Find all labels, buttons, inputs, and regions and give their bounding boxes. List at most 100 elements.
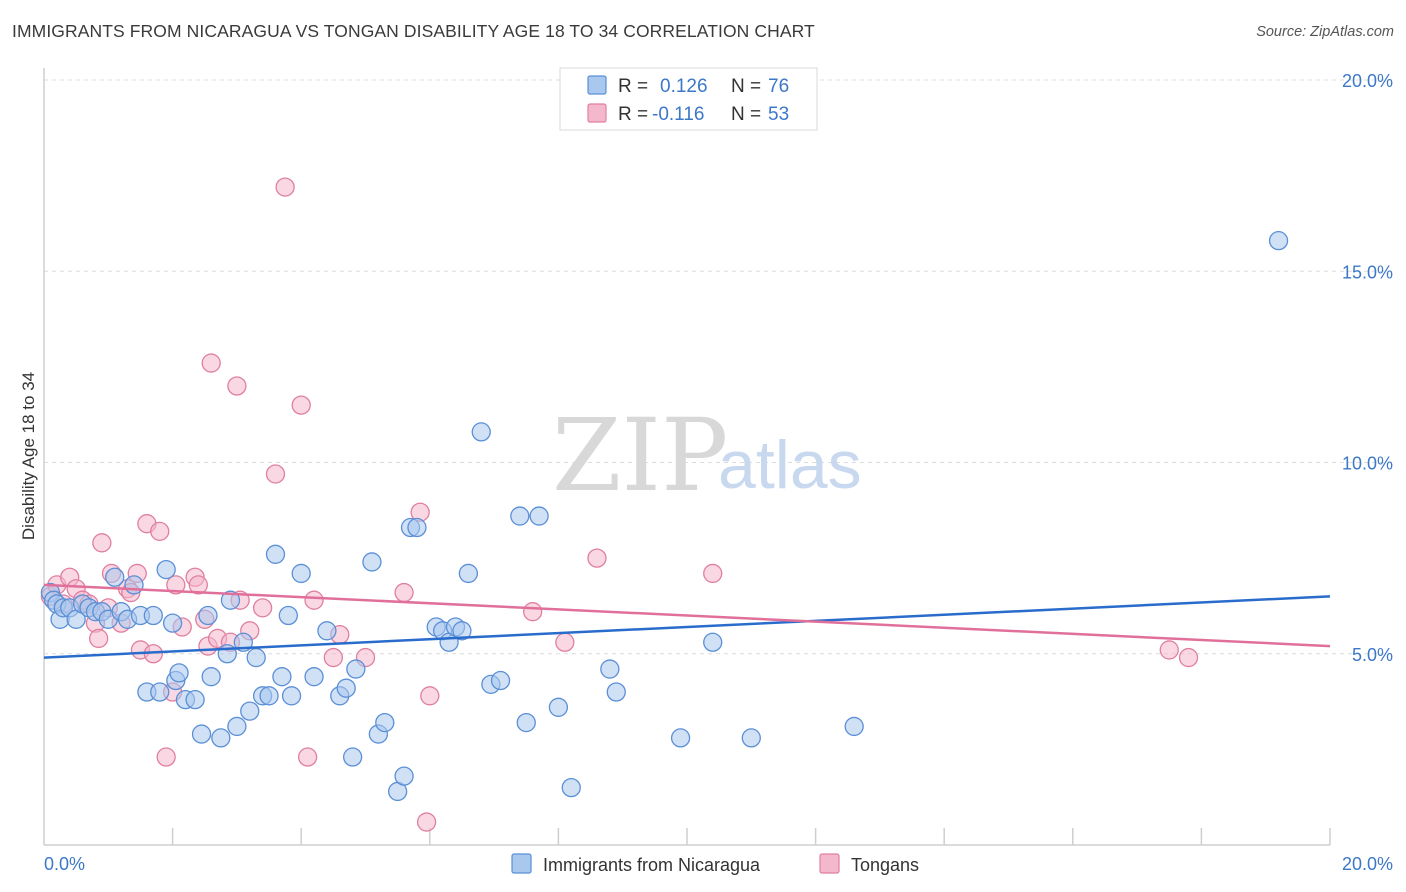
legend-n-label: N = (731, 104, 761, 125)
nicaragua-point (291, 563, 311, 584)
tongan-point (555, 632, 575, 652)
nicaragua-point (471, 422, 491, 442)
nicaragua-point (600, 659, 620, 679)
tongan-point (275, 177, 295, 197)
nicaragua-point (490, 670, 511, 691)
chart-title: IMMIGRANTS FROM NICARAGUA VS TONGAN DISA… (12, 21, 815, 41)
legend-r-value: -0.116 (652, 104, 704, 125)
nicaragua-point (304, 667, 324, 687)
tongan-point (201, 353, 221, 373)
tongan-point (420, 686, 440, 706)
x-ticks (171, 828, 1331, 845)
tongan-point (323, 647, 344, 668)
nicaragua-point (259, 686, 279, 706)
nicaragua-point (105, 567, 125, 587)
watermark-zip: ZIP (552, 397, 728, 514)
x-tick-label: 20.0% (1342, 854, 1393, 874)
nicaragua-point (510, 506, 530, 526)
watermark-atlas: atlas (718, 427, 862, 503)
x-tick-labels: 0.0% 20.0% (44, 854, 1393, 874)
tongan-point (92, 533, 112, 553)
nicaragua-point (362, 552, 382, 572)
nicaragua-point (452, 621, 472, 641)
legend-swatch-tongans (587, 103, 607, 123)
y-tick-label: 20.0% (1342, 71, 1393, 91)
nicaragua-point (169, 663, 189, 683)
nicaragua-point (278, 605, 298, 626)
nicaragua-point (317, 621, 337, 641)
trend-lines (43, 583, 1331, 659)
y-tick-label: 10.0% (1342, 454, 1393, 474)
nicaragua-point (143, 605, 163, 626)
nicaragua-point (516, 712, 536, 733)
nicaragua-point (162, 613, 183, 633)
nicaragua-point (1268, 230, 1289, 251)
nicaragua-point (844, 716, 864, 737)
legend: R = 0.126 N = 76 R = -0.116 N = 53 (559, 67, 818, 131)
tongan-point (304, 590, 324, 610)
source-label: Source: ZipAtlas.com (1256, 24, 1394, 40)
nicaragua-point (191, 724, 212, 744)
nicaragua-point (346, 659, 366, 679)
tongan-point (587, 548, 607, 568)
nicaragua-point (703, 632, 723, 652)
tongan-point (291, 395, 311, 415)
nicaragua-point (548, 697, 569, 717)
legend-n-value: 53 (768, 104, 789, 125)
legend-n-label: N = (731, 76, 761, 97)
tongan-point (227, 376, 247, 396)
nicaragua-point (156, 559, 176, 580)
bottom-legend: Immigrants from Nicaragua Tongans (511, 853, 919, 875)
bottom-legend-swatch-nicaragua (511, 853, 532, 874)
nicaragua-point (150, 682, 170, 702)
y-tick-label: 15.0% (1342, 262, 1393, 282)
nicaragua-point (281, 686, 302, 706)
bottom-legend-label-nicaragua: Immigrants from Nicaragua (543, 855, 761, 875)
nicaragua-point (458, 563, 479, 584)
tongan-point (188, 575, 208, 595)
series-nicaragua-points (40, 230, 1289, 802)
nicaragua-point (185, 690, 205, 710)
nicaragua-point (198, 605, 218, 626)
nicaragua-point (407, 517, 427, 538)
legend-r-label: R = (618, 104, 648, 125)
nicaragua-point (336, 678, 356, 698)
nicaragua-point (201, 667, 221, 687)
x-tick-label: 0.0% (44, 854, 85, 874)
nicaragua-point (272, 667, 292, 687)
tongan-point (252, 598, 273, 618)
tongan-point (156, 747, 176, 767)
trend-line-tongans (43, 583, 1331, 648)
nicaragua-point (240, 701, 260, 721)
nicaragua-point (529, 506, 549, 526)
legend-r-label: R = (618, 76, 648, 97)
tongan-point (297, 747, 318, 767)
bottom-legend-swatch-tongans (819, 853, 840, 874)
nicaragua-point (394, 766, 414, 786)
nicaragua-point (561, 777, 581, 798)
nicaragua-point (124, 575, 144, 595)
legend-r-value: 0.126 (660, 76, 708, 97)
tongan-point (1178, 647, 1199, 668)
bottom-legend-label-tongans: Tongans (851, 855, 919, 875)
nicaragua-point (670, 728, 691, 748)
nicaragua-point (220, 590, 241, 610)
nicaragua-point (211, 728, 231, 748)
y-tick-labels: 5.0% 10.0% 15.0% 20.0% (1342, 71, 1393, 665)
tongan-point (703, 563, 723, 584)
tongan-point (150, 521, 170, 541)
y-axis-title: Disability Age 18 to 34 (19, 372, 38, 540)
tongan-point (89, 628, 109, 649)
tongan-point (416, 812, 437, 832)
tongan-point (166, 575, 186, 595)
tongan-point (394, 582, 414, 603)
trend-line-nicaragua (43, 595, 1331, 659)
nicaragua-point (342, 747, 363, 767)
nicaragua-point (606, 682, 626, 702)
nicaragua-point (227, 716, 247, 737)
y-tick-label: 5.0% (1352, 645, 1393, 665)
legend-swatch-nicaragua (587, 75, 607, 95)
nicaragua-point (741, 728, 761, 748)
nicaragua-point (375, 712, 395, 733)
